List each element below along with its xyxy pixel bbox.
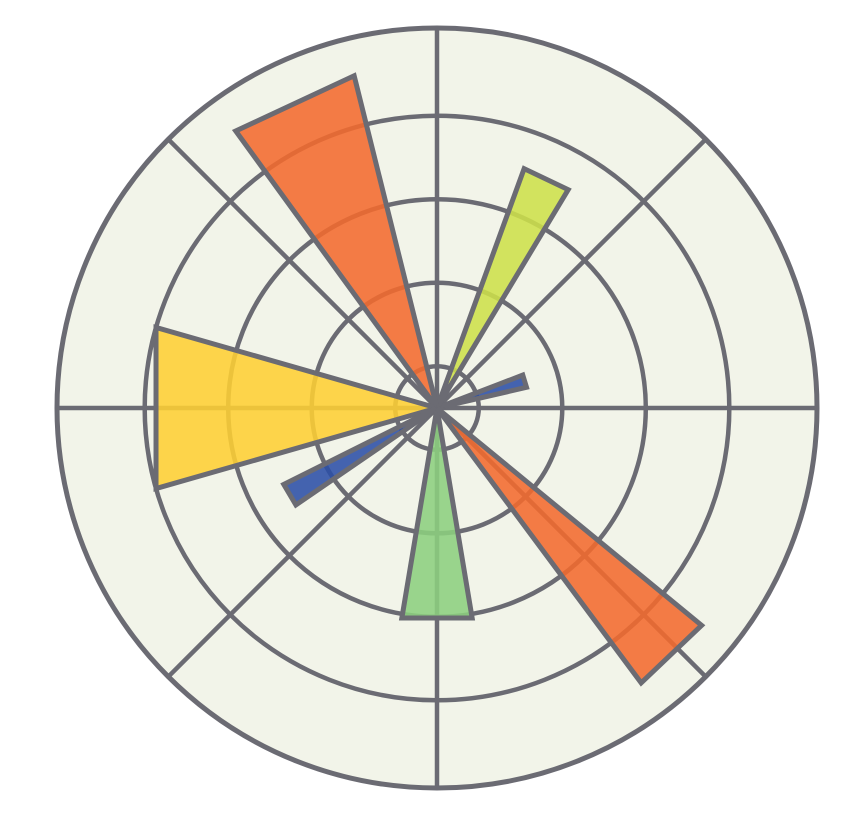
polar-bar xyxy=(153,324,447,492)
polar-bar xyxy=(398,407,476,621)
polar-bar xyxy=(436,371,530,411)
r-gridline xyxy=(142,113,732,703)
polar-bar xyxy=(231,72,440,410)
polar-bar xyxy=(434,406,706,687)
polar-bar xyxy=(434,165,572,410)
outer-spine xyxy=(54,25,820,791)
theta-gridline xyxy=(435,137,708,410)
polar-bar xyxy=(280,405,439,509)
theta-gridline xyxy=(166,406,439,679)
theta-gridline xyxy=(166,137,439,410)
